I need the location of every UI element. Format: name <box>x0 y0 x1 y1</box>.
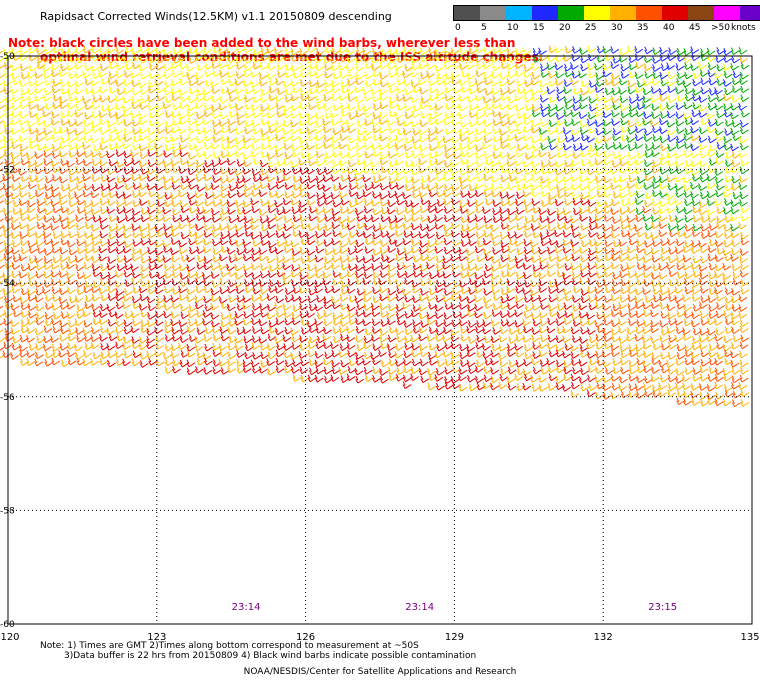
footnote-line-1: Note: 1) Times are GMT 2)Times along bot… <box>40 641 419 651</box>
legend-label: 10 <box>507 23 519 33</box>
legend-label: 5 <box>481 23 487 33</box>
latitude-label: -52 <box>0 166 15 176</box>
longitude-label: 123 <box>147 632 166 643</box>
wind-speed-legend: >50 45 40 35 30 25 20 15 10 5 0 knots <box>453 5 760 35</box>
longitude-label: 126 <box>296 632 315 643</box>
time-label: 23:14 <box>405 602 434 613</box>
legend-label: 25 <box>585 23 597 33</box>
note-line-1: Note: black circles have been added to t… <box>8 36 516 50</box>
latitude-label: -58 <box>0 506 15 516</box>
latitude-label: -54 <box>0 279 15 289</box>
legend-label: >50 <box>711 23 730 33</box>
legend-label: 35 <box>637 23 649 33</box>
longitude-label: 120 <box>0 632 19 643</box>
legend-swatch <box>636 6 662 20</box>
legend-label: 30 <box>611 23 623 33</box>
footnote: Note: 1) Times are GMT 2)Times along bot… <box>40 641 476 661</box>
credit-line: NOAA/NESDIS/Center for Satellite Applica… <box>243 667 517 677</box>
wind-barbs <box>0 45 750 408</box>
legend-color-bar <box>453 5 760 21</box>
time-label: 23:14 <box>232 602 261 613</box>
map-title: Rapidsact Corrected Winds(12.5KM) v1.1 2… <box>40 10 392 23</box>
legend-swatch <box>688 6 714 20</box>
legend-label: 0 <box>455 23 461 33</box>
legend-label: 45 <box>689 23 701 33</box>
legend-swatch <box>480 6 506 20</box>
longitude-label: 132 <box>594 632 613 643</box>
latitude-label: -56 <box>0 393 15 403</box>
legend-swatch <box>454 6 480 20</box>
longitude-label: 129 <box>445 632 464 643</box>
legend-swatch <box>662 6 688 20</box>
legend-swatch <box>714 6 740 20</box>
legend-swatch <box>506 6 532 20</box>
legend-swatch <box>584 6 610 20</box>
legend-swatch <box>558 6 584 20</box>
legend-swatch <box>532 6 558 20</box>
legend-swatch <box>610 6 636 20</box>
legend-label: 20 <box>559 23 571 33</box>
legend-swatch <box>740 6 760 20</box>
axis-labels: 120 123 126 129 132 135 -50 -52 -54 -56 -58 -60 23:1… <box>0 52 760 643</box>
latitude-label: -50 <box>0 52 15 62</box>
legend-unit: knots <box>731 23 756 33</box>
map-frame <box>7 55 753 625</box>
longitude-label: 135 <box>740 632 759 643</box>
legend-labels: >50 45 40 35 30 25 20 15 10 5 0 knots <box>453 21 760 35</box>
legend-label: 40 <box>663 23 675 33</box>
time-label: 23:15 <box>648 602 677 613</box>
legend-label: 15 <box>533 23 545 33</box>
latitude-label: -60 <box>0 620 15 630</box>
footnote-line-2: 3)Data buffer is 22 hrs from 20150809 4)… <box>64 651 477 661</box>
